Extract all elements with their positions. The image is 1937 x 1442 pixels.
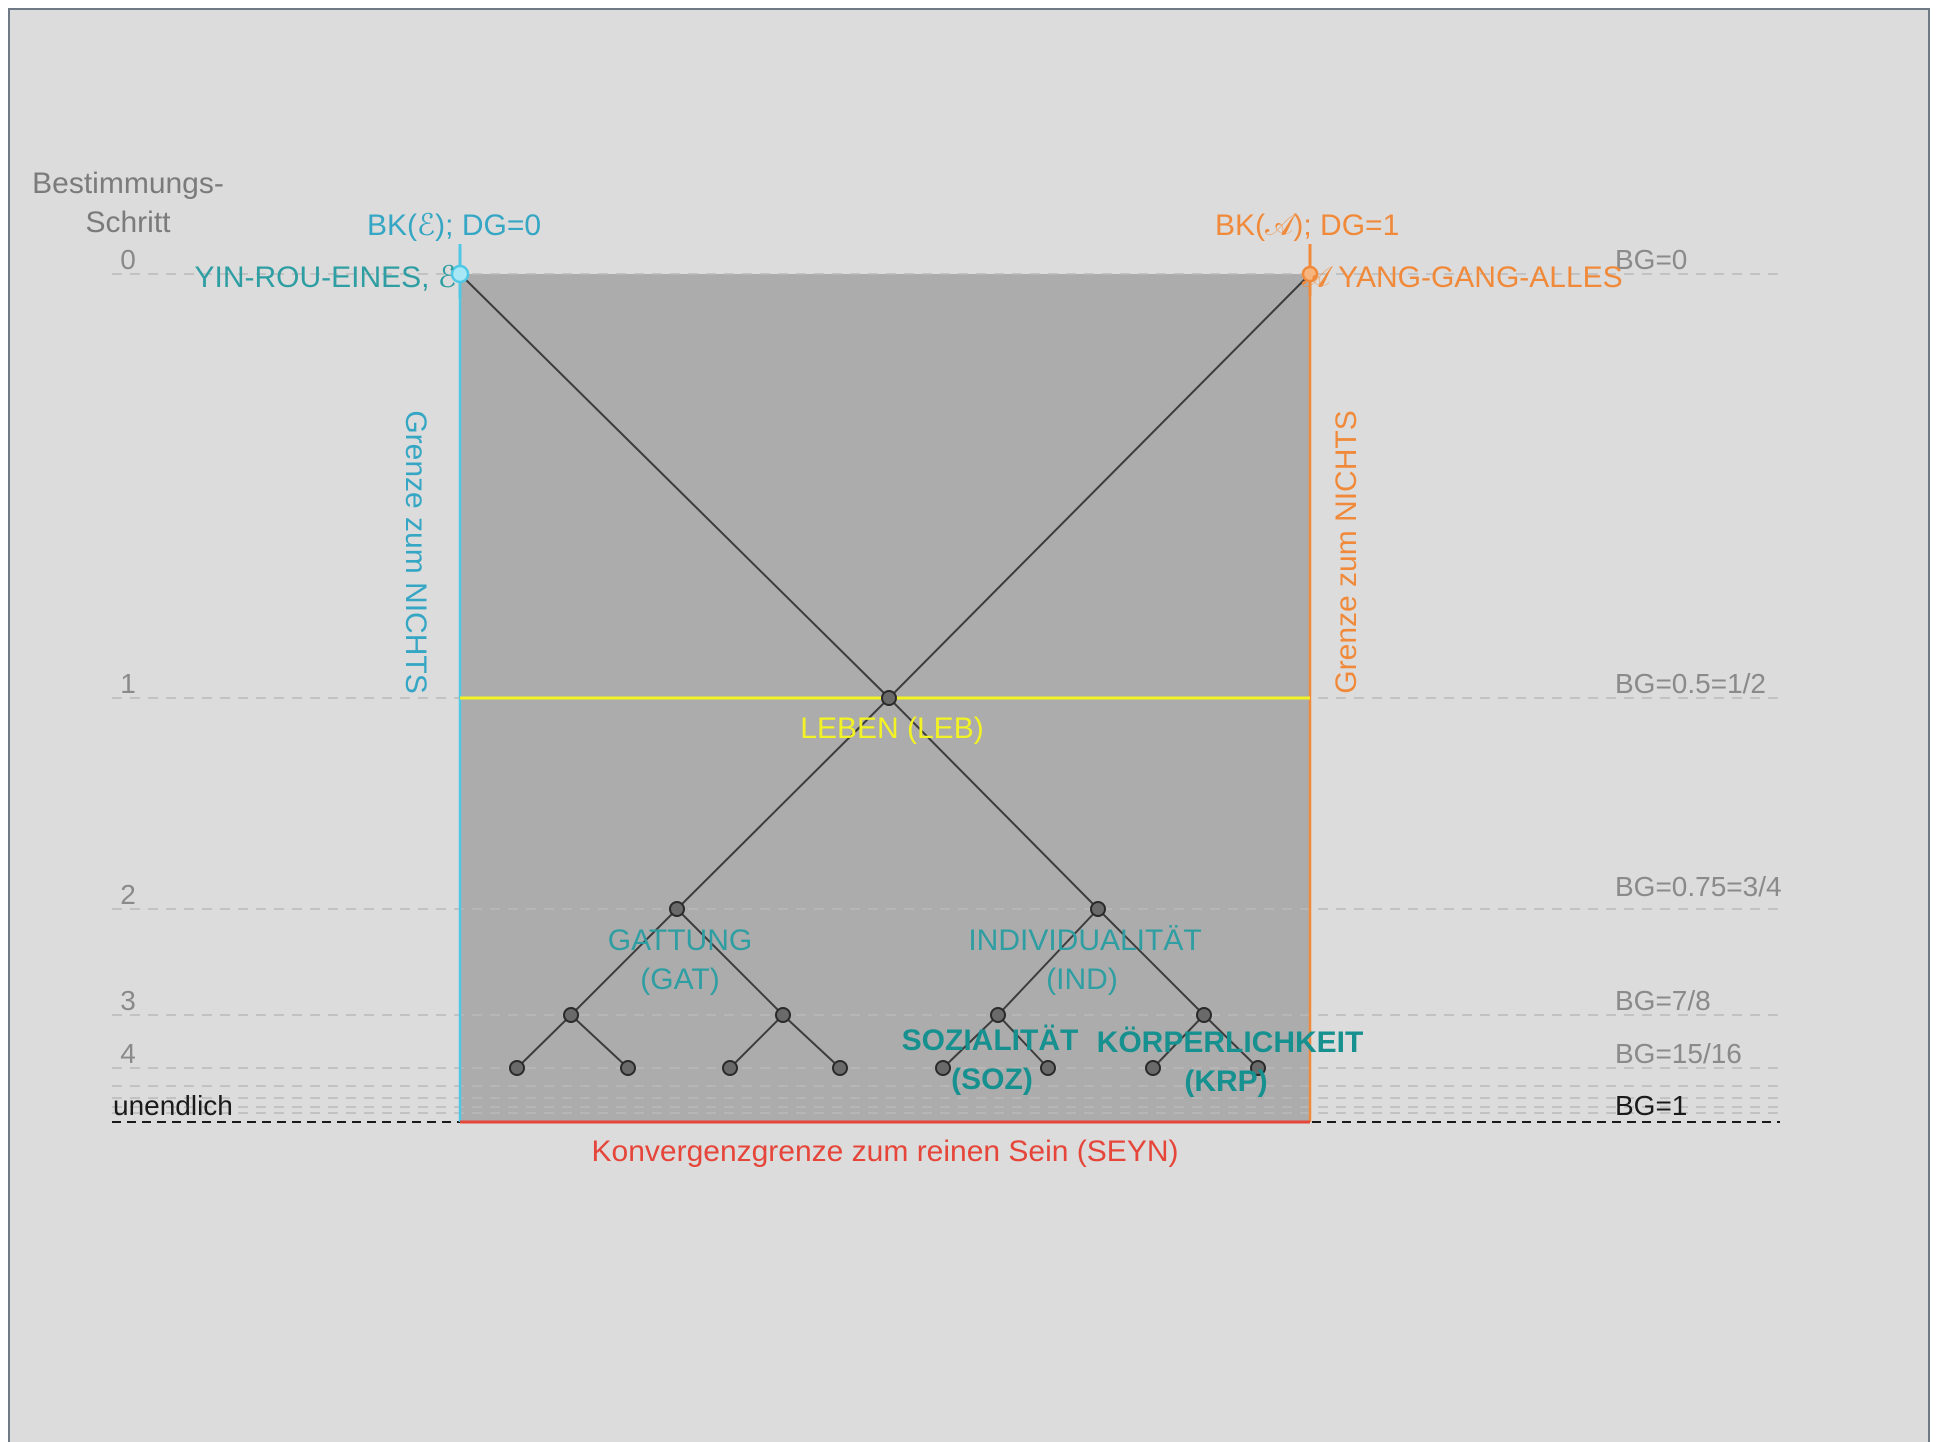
axis-title-line2: Schritt: [85, 206, 171, 239]
right-border-label: Grenze zum NICHTS: [1330, 410, 1363, 693]
step-label-3: 3: [120, 985, 136, 1016]
edge-soz-to-l4f: [997, 1014, 1049, 1069]
node-level4-f: [1040, 1060, 1056, 1076]
left-pole-name: YIN-ROU-EINES, ℰ: [194, 261, 456, 294]
node-yang-pole: [1301, 265, 1319, 283]
node-level4-e: [935, 1060, 951, 1076]
node-level3-a: [563, 1007, 579, 1023]
edge-ind-to-krp: [1097, 908, 1205, 1016]
bg-label-infinite: BG=1: [1615, 1090, 1687, 1121]
left-pole-header: BK(ℰ); DG=0: [367, 209, 541, 242]
edge-leben-to-gattung: [676, 697, 890, 910]
edge-soz-to-l4e: [942, 1014, 999, 1069]
node-level4-c: [722, 1060, 738, 1076]
step-label-infinite: unendlich: [113, 1090, 233, 1121]
edge-l3b-to-l4d: [782, 1014, 841, 1069]
edge-gat-to-l3b: [676, 908, 784, 1016]
bg-label-1: BG=0.5=1/2: [1615, 668, 1766, 699]
individualitaet-label-line2: (IND): [1046, 963, 1118, 996]
node-individualitaet: [1090, 901, 1106, 917]
bg-label-0: BG=0: [1615, 244, 1687, 275]
node-level4-g: [1145, 1060, 1161, 1076]
tree-nodes: [509, 690, 1266, 1076]
edge-l3b-to-l4c: [729, 1014, 784, 1069]
step-label-0: 0: [120, 244, 136, 275]
koerperlichkeit-label-line2: (KRP): [1184, 1065, 1267, 1098]
bg-label-3: BG=7/8: [1615, 985, 1711, 1016]
gattung-label-line1: GATTUNG: [608, 924, 752, 957]
right-pole-name: 𝒜 YANG-GANG-ALLES: [1302, 261, 1623, 294]
node-leben: [881, 690, 897, 706]
edge-ind-to-soz: [997, 908, 1099, 1016]
axis-title-line1: Bestimmungs-: [32, 167, 224, 200]
edge-krp-to-l4g: [1152, 1014, 1205, 1069]
edge-yang-to-leben: [888, 273, 1311, 699]
step-label-1: 1: [120, 668, 136, 699]
edge-l3a-to-l4b: [570, 1014, 629, 1069]
edge-leben-to-individualitaet: [888, 697, 1099, 910]
edge-krp-to-l4h: [1203, 1014, 1259, 1069]
edge-yin-to-leben: [459, 273, 890, 699]
edge-l3a-to-l4a: [516, 1014, 572, 1069]
edge-gat-to-l3a: [570, 908, 678, 1016]
sozialitaet-label-line1: SOZIALITÄT: [902, 1024, 1079, 1057]
node-level3-b: [775, 1007, 791, 1023]
node-level4-d: [832, 1060, 848, 1076]
individualitaet-label-line1: INDIVIDUALITÄT: [968, 924, 1201, 957]
left-border-label: Grenze zum NICHTS: [399, 410, 432, 693]
step-label-2: 2: [120, 879, 136, 910]
node-koerperlichkeit: [1196, 1007, 1212, 1023]
leben-label: LEBEN (LEB): [800, 712, 983, 745]
node-sozialitaet: [990, 1007, 1006, 1023]
tree-edges: [459, 273, 1311, 1069]
koerperlichkeit-label-line1: KÖRPERLICHKEIT: [1097, 1026, 1364, 1059]
node-level4-a: [509, 1060, 525, 1076]
step-label-4: 4: [120, 1038, 136, 1069]
node-level4-b: [620, 1060, 636, 1076]
node-yin-pole: [450, 264, 470, 284]
node-level4-h: [1250, 1060, 1266, 1076]
gattung-label-line2: (GAT): [640, 963, 719, 996]
right-pole-header: BK(𝒜); DG=1: [1215, 209, 1399, 242]
bg-label-2: BG=0.75=3/4: [1615, 871, 1782, 902]
bg-label-4: BG=15/16: [1615, 1038, 1742, 1069]
sozialitaet-label-line2: (SOZ): [951, 1063, 1033, 1096]
convergence-label: Konvergenzgrenze zum reinen Sein (SEYN): [592, 1135, 1179, 1168]
node-gattung: [669, 901, 685, 917]
